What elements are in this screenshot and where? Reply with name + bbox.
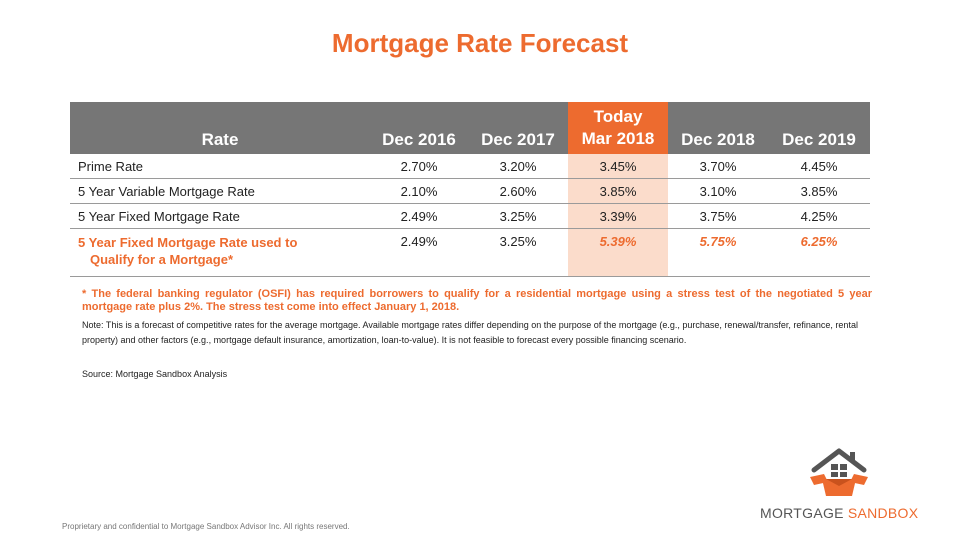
table-row: 5 Year Variable Mortgage Rate 2.10% 2.60… — [70, 178, 870, 204]
cell-value: 2.70% — [370, 154, 468, 179]
row-label: 5 Year Variable Mortgage Rate — [70, 178, 370, 204]
cell-value-today: 3.85% — [568, 178, 668, 204]
cell-value: 3.25% — [468, 203, 568, 229]
cell-value-today: 5.39% — [568, 228, 668, 277]
row-label: 5 Year Fixed Mortgage Rate used to Quali… — [70, 228, 370, 277]
forecast-note: Note: This is a forecast of competitive … — [82, 320, 858, 345]
header-rate: Rate — [70, 102, 370, 154]
cell-value: 3.25% — [468, 228, 568, 277]
cell-value: 2.10% — [370, 178, 468, 204]
cell-value: 3.20% — [468, 154, 568, 179]
cell-value: 3.85% — [768, 178, 870, 204]
page-title: Mortgage Rate Forecast — [331, 28, 629, 58]
cell-value-today: 3.39% — [568, 203, 668, 229]
cell-value: 6.25% — [768, 228, 870, 277]
house-box-icon — [810, 448, 868, 496]
row-label-line2: Qualify for a Mortgage* — [90, 252, 234, 267]
source-note: Source: Mortgage Sandbox Analysis — [82, 369, 228, 379]
cell-value: 2.60% — [468, 178, 568, 204]
table-row-qualify: 5 Year Fixed Mortgage Rate used to Quali… — [70, 228, 870, 277]
table-row: 5 Year Fixed Mortgage Rate 2.49% 3.25% 3… — [70, 203, 870, 229]
row-label: 5 Year Fixed Mortgage Rate — [70, 203, 370, 229]
header-dec-2016: Dec 2016 — [370, 102, 468, 154]
proprietary-notice: Proprietary and confidential to Mortgage… — [62, 522, 350, 531]
cell-value: 4.45% — [768, 154, 870, 179]
table-header-row: Rate Dec 2016 Dec 2017 Today Mar 2018 De… — [70, 102, 870, 154]
header-dec-2019: Dec 2019 — [768, 102, 870, 154]
cell-value: 4.25% — [768, 203, 870, 229]
row-label: Prime Rate — [70, 154, 370, 179]
cell-value: 3.75% — [668, 203, 768, 229]
cell-value: 2.49% — [370, 228, 468, 277]
header-dec-2017: Dec 2017 — [468, 102, 568, 154]
cell-value: 3.70% — [668, 154, 768, 179]
stress-test-footnote: * The federal banking regulator (OSFI) h… — [82, 288, 872, 313]
cell-value-today: 3.45% — [568, 154, 668, 179]
rate-forecast-table: Rate Dec 2016 Dec 2017 Today Mar 2018 De… — [70, 102, 870, 277]
mortgage-sandbox-logo: MORTGAGE SANDBOX — [760, 505, 919, 521]
cell-value: 3.10% — [668, 178, 768, 204]
table-row: Prime Rate 2.70% 3.20% 3.45% 3.70% 4.45% — [70, 154, 870, 179]
header-dec-2018: Dec 2018 — [668, 102, 768, 154]
row-label-line1: 5 Year Fixed Mortgage Rate used to — [78, 235, 298, 250]
cell-value: 5.75% — [668, 228, 768, 277]
header-today: Today Mar 2018 — [568, 102, 668, 154]
cell-value: 2.49% — [370, 203, 468, 229]
